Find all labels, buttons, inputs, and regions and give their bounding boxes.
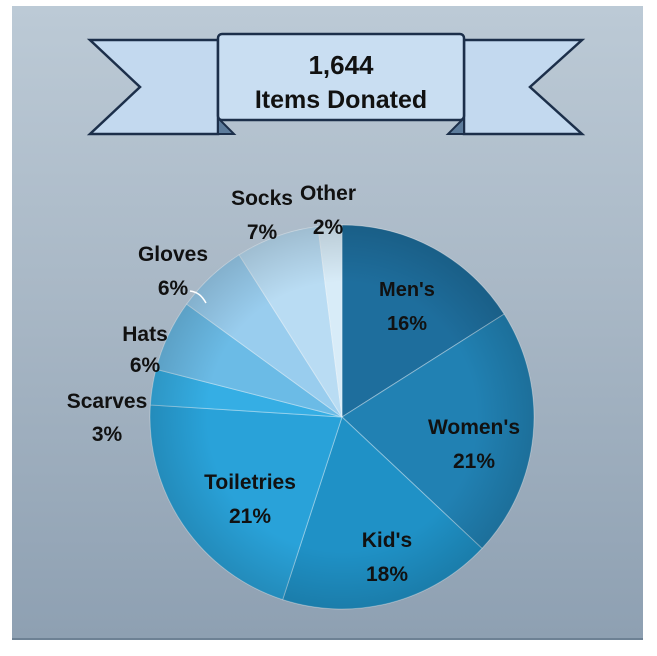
slice-value-socks: 7% xyxy=(247,221,278,244)
chart-background: 1,644 Items Donated Men's 16% Women's 21% Ki… xyxy=(12,6,643,640)
donation-pie-chart: 1,644 Items Donated Men's 16% Women's 21% Ki… xyxy=(67,32,586,610)
slice-value-toiletries: 21% xyxy=(229,505,271,528)
slice-value-other: 2% xyxy=(313,216,344,239)
banner-caption: Items Donated xyxy=(255,86,427,114)
gloves-leader-line xyxy=(189,290,207,304)
slice-label-socks: Socks xyxy=(231,187,293,210)
banner-right-tail xyxy=(462,38,586,136)
title-banner: 1,644 Items Donated xyxy=(86,32,586,136)
banner-body xyxy=(216,32,466,122)
banner-right-fold xyxy=(445,115,465,135)
slice-label-gloves: Gloves xyxy=(138,243,208,266)
slice-label-hats: Hats xyxy=(122,323,168,346)
slice-label-other: Other xyxy=(300,182,356,205)
slice-value-scarves: 3% xyxy=(92,423,123,446)
banner-left-fold xyxy=(217,115,237,135)
slice-value-kid-s: 18% xyxy=(366,563,408,586)
slice-label-scarves: Scarves xyxy=(67,390,148,413)
banner-left-tail xyxy=(86,38,220,136)
pie-labels: Men's 16% Women's 21% Kid's 18% Toiletries 21% S… xyxy=(67,182,520,586)
slice-label-toiletries: Toiletries xyxy=(204,471,296,494)
slice-label-kid-s: Kid's xyxy=(362,529,413,552)
slice-label-men-s: Men's xyxy=(379,279,435,301)
slice-label-women-s: Women's xyxy=(428,416,520,439)
slice-value-women-s: 21% xyxy=(453,450,495,473)
slice-value-gloves: 6% xyxy=(158,277,189,300)
slice-value-men-s: 16% xyxy=(387,313,427,335)
slice-value-hats: 6% xyxy=(130,354,161,377)
banner-count: 1,644 xyxy=(308,50,374,80)
